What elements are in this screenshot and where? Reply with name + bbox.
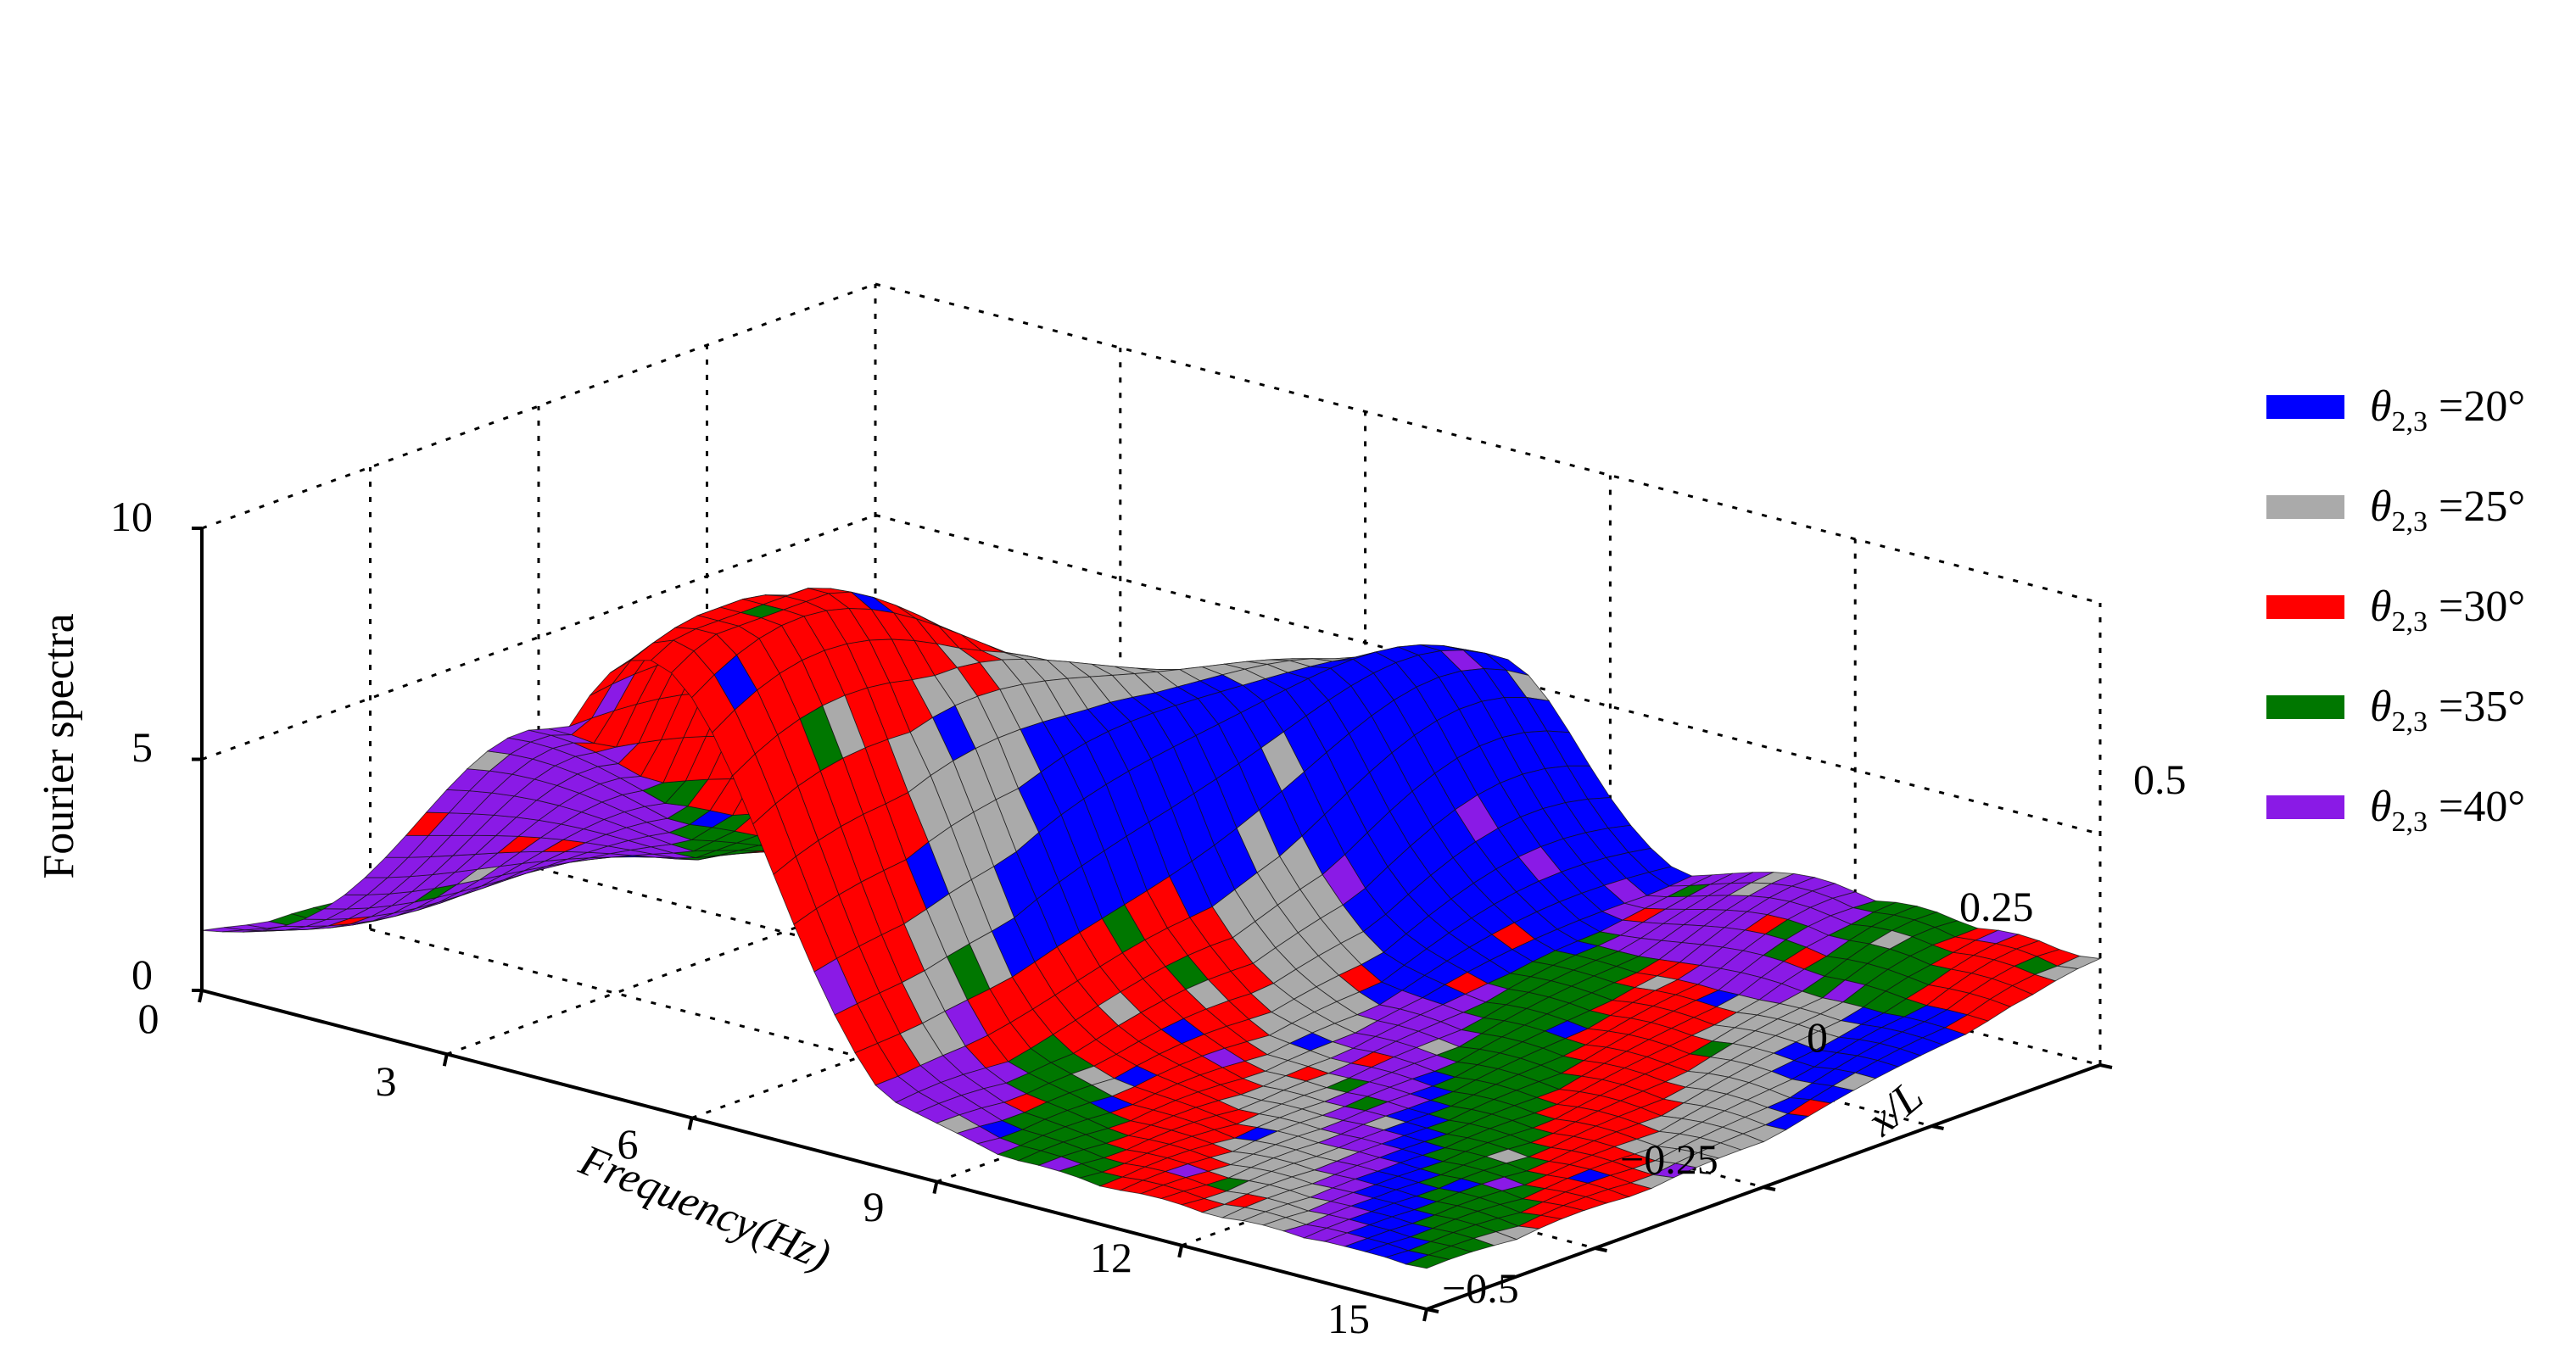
legend-swatch: [2266, 695, 2344, 719]
legend-swatch: [2266, 495, 2344, 519]
legend-label-value: =40°: [2428, 783, 2525, 831]
left-wall-gridline: [201, 514, 876, 761]
y-tick-label-neg-0-25: −0.25: [1620, 1135, 1718, 1183]
x-tick-mark: [1177, 1245, 1184, 1258]
legend-swatch: [2266, 595, 2344, 619]
axes: [192, 527, 2113, 1322]
x-tick-mark: [1422, 1308, 1428, 1322]
x-tick-label-12: 12: [1090, 1234, 1132, 1281]
legend: θ2,3 =20°θ2,3 =25°θ2,3 =30°θ2,3 =35°θ2,3…: [2266, 382, 2525, 838]
legend-label-subscript: 2,3: [2392, 506, 2428, 538]
y-tick-mark: [1426, 1308, 1439, 1313]
legend-label-symbol: θ: [2370, 583, 2392, 631]
x-tick-label-15: 15: [1327, 1295, 1370, 1342]
y-tick-mark: [1931, 1124, 1944, 1130]
surface-plot: [201, 588, 2102, 1269]
legend-label: θ2,3 =40°: [2370, 783, 2525, 838]
legend-swatch: [2266, 395, 2344, 419]
x-axis-ticks: 0 3 6 9 12 15: [138, 995, 1371, 1342]
legend-label-subscript: 2,3: [2392, 406, 2428, 438]
legend-label: θ2,3 =35°: [2370, 683, 2525, 738]
x-tick-label-0: 0: [138, 995, 159, 1042]
surface-cell: [1405, 1254, 1451, 1269]
back-wall-gridline: [874, 514, 2101, 835]
z-tick-label-5: 5: [131, 723, 153, 771]
z-tick-label-10: 10: [110, 493, 153, 540]
z-tick-label-0: 0: [131, 951, 153, 998]
y-tick-label-0-25: 0.25: [1959, 883, 2034, 930]
x-tick-label-6: 6: [617, 1120, 639, 1168]
legend-label-symbol: θ: [2370, 783, 2392, 831]
legend-label-symbol: θ: [2370, 382, 2392, 431]
x-tick-label-9: 9: [863, 1183, 885, 1230]
y-tick-label-0: 0: [1807, 1013, 1828, 1061]
legend-label: θ2,3 =20°: [2370, 382, 2525, 438]
y-tick-mark: [1763, 1185, 1776, 1191]
legend-label-value: =25°: [2428, 482, 2525, 531]
y-tick-mark: [2099, 1063, 2113, 1069]
x-tick-mark: [442, 1053, 449, 1067]
legend-label-value: =20°: [2428, 382, 2525, 431]
x-tick-mark: [932, 1181, 939, 1195]
legend-label: θ2,3 =30°: [2370, 583, 2525, 638]
legend-label-subscript: 2,3: [2392, 706, 2428, 738]
back-wall-gridline: [874, 282, 2101, 605]
legend-label-symbol: θ: [2370, 683, 2392, 731]
y-tick-mark: [1595, 1246, 1607, 1252]
legend-label-value: =30°: [2428, 583, 2525, 631]
z-axis-label: Fourier spectra: [35, 613, 83, 878]
y-tick-label-0-5: 0.5: [2133, 756, 2187, 803]
y-tick-label-neg-0-5: −0.5: [1442, 1264, 1519, 1312]
left-wall-gridline: [201, 282, 876, 530]
legend-swatch: [2266, 795, 2344, 819]
x-axis-line: [201, 989, 1428, 1311]
y-axis-label: x/L: [1858, 1072, 1932, 1146]
legend-label-subscript: 2,3: [2392, 606, 2428, 638]
legend-label-subscript: 2,3: [2392, 806, 2428, 838]
legend-label: θ2,3 =25°: [2370, 482, 2525, 538]
z-axis-ticks: 10 5 0: [110, 493, 153, 998]
x-tick-mark: [687, 1117, 694, 1130]
x-axis-label: Frequency(Hz): [573, 1135, 837, 1280]
y-axis-ticks: −0.5 −0.25 0 0.25 0.5: [1442, 756, 2187, 1312]
legend-label-symbol: θ: [2370, 482, 2392, 531]
x-tick-mark: [198, 990, 204, 1003]
x-tick-label-3: 3: [376, 1057, 397, 1105]
legend-label-value: =35°: [2428, 683, 2525, 731]
